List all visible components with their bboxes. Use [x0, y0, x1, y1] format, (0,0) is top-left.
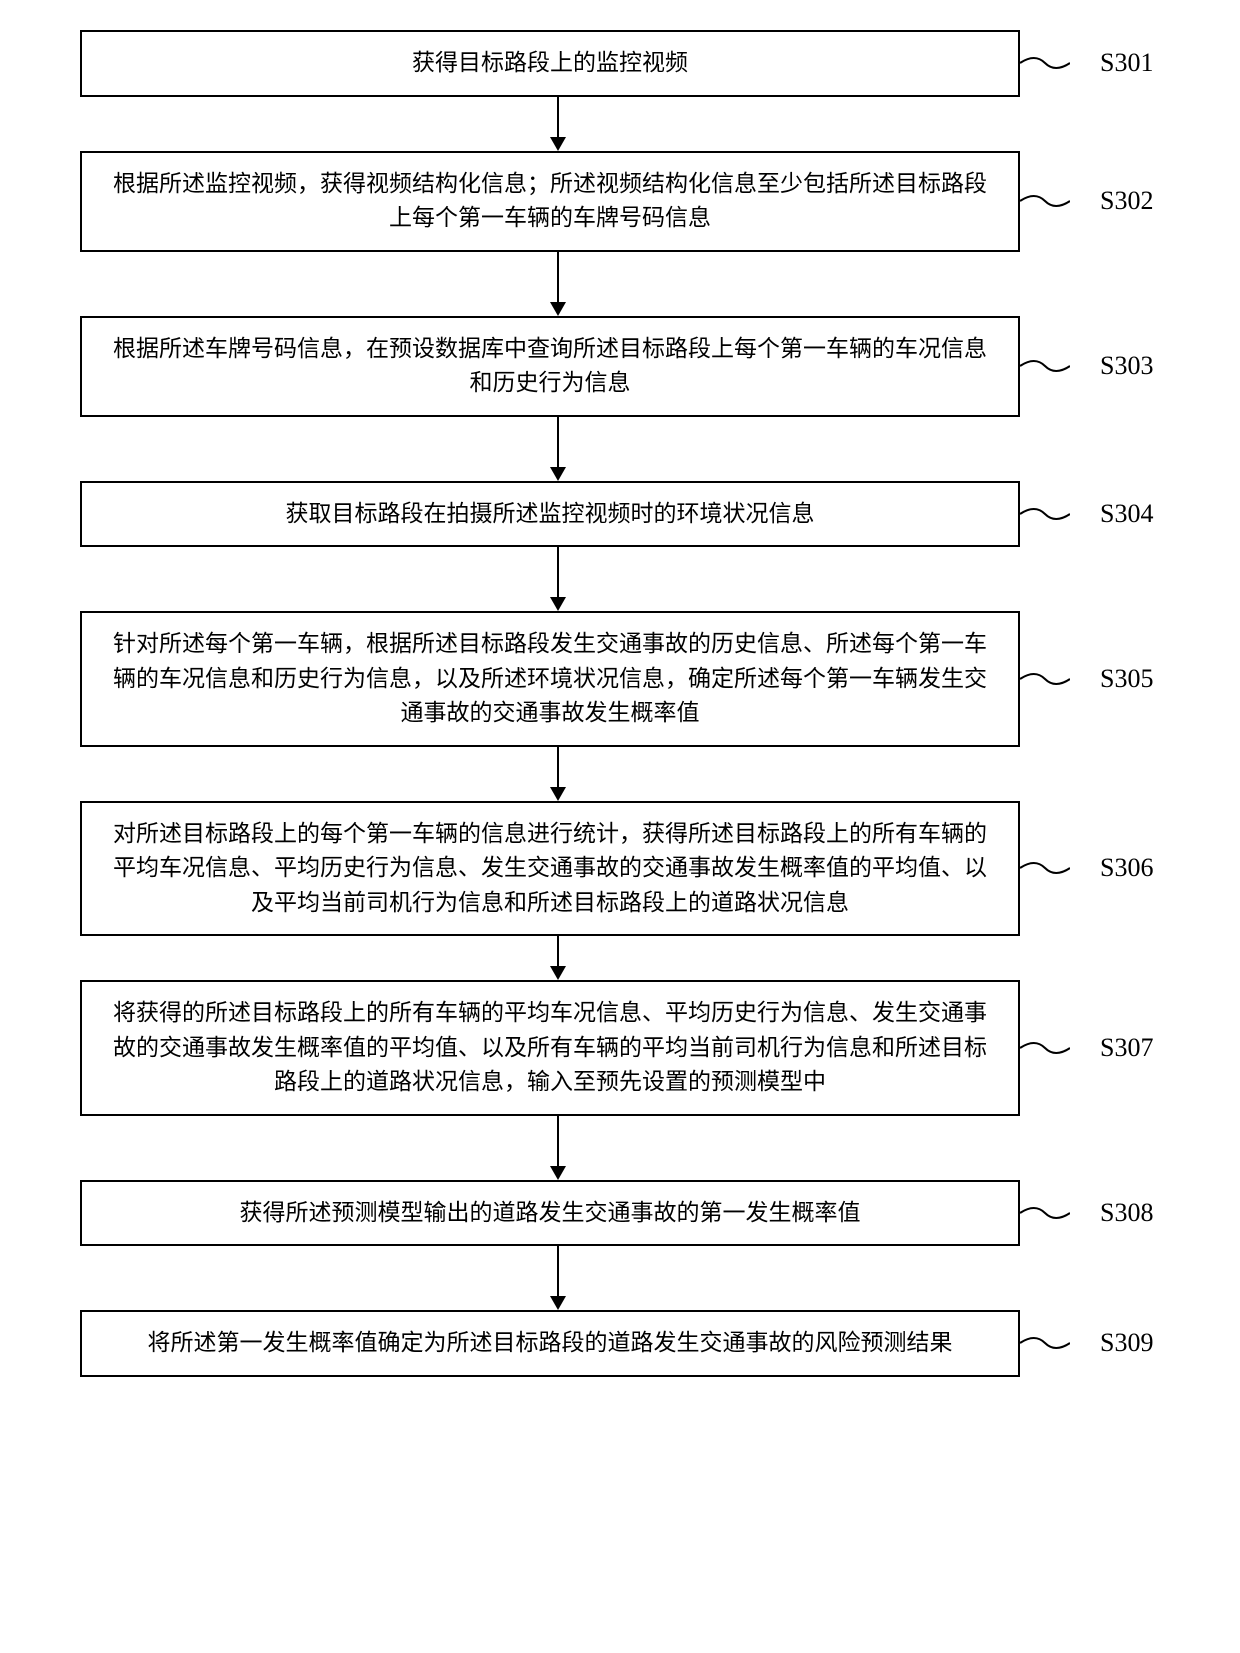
arrow-head-icon	[550, 597, 566, 611]
arrow-head-icon	[550, 302, 566, 316]
step-label: S305	[1100, 664, 1153, 694]
label-wrapper: S309	[1020, 1328, 1153, 1358]
curve-connector	[1020, 853, 1070, 883]
arrow-head-icon	[550, 966, 566, 980]
step-text: 对所述目标路段上的每个第一车辆的信息进行统计，获得所述目标路段上的所有车辆的平均…	[102, 817, 998, 921]
step-text: 获取目标路段在拍摄所述监控视频时的环境状况信息	[286, 497, 815, 532]
step-row-s304: 获取目标路段在拍摄所述监控视频时的环境状况信息 S304	[20, 481, 1220, 548]
curve-connector	[1020, 186, 1070, 216]
arrow-line	[557, 747, 559, 787]
label-wrapper: S303	[1020, 351, 1153, 381]
arrow-line	[557, 252, 559, 302]
arrow-head-icon	[550, 1296, 566, 1310]
step-text: 将所述第一发生概率值确定为所述目标路段的道路发生交通事故的风险预测结果	[148, 1326, 953, 1361]
step-row-s308: 获得所述预测模型输出的道路发生交通事故的第一发生概率值 S308	[20, 1180, 1220, 1247]
step-box: 获得所述预测模型输出的道路发生交通事故的第一发生概率值	[80, 1180, 1020, 1247]
arrow-head-icon	[550, 787, 566, 801]
step-box: 获取目标路段在拍摄所述监控视频时的环境状况信息	[80, 481, 1020, 548]
step-box: 获得目标路段上的监控视频	[80, 30, 1020, 97]
arrow-down-icon	[550, 747, 566, 801]
curve-connector	[1020, 1328, 1070, 1358]
arrow-head-icon	[550, 137, 566, 151]
step-label: S301	[1100, 48, 1153, 78]
arrow-down-icon	[550, 1246, 566, 1310]
step-box: 将所述第一发生概率值确定为所述目标路段的道路发生交通事故的风险预测结果	[80, 1310, 1020, 1377]
label-wrapper: S302	[1020, 186, 1153, 216]
step-text: 将获得的所述目标路段上的所有车辆的平均车况信息、平均历史行为信息、发生交通事故的…	[102, 996, 998, 1100]
arrow-line	[557, 417, 559, 467]
arrow-down-icon	[550, 97, 566, 151]
arrow-line	[557, 1116, 559, 1166]
step-row-s309: 将所述第一发生概率值确定为所述目标路段的道路发生交通事故的风险预测结果 S309	[20, 1310, 1220, 1377]
step-row-s302: 根据所述监控视频，获得视频结构化信息；所述视频结构化信息至少包括所述目标路段上每…	[20, 151, 1220, 252]
label-wrapper: S306	[1020, 853, 1153, 883]
step-label: S309	[1100, 1328, 1153, 1358]
label-wrapper: S305	[1020, 664, 1153, 694]
label-wrapper: S304	[1020, 499, 1153, 529]
step-label: S306	[1100, 853, 1153, 883]
step-text: 获得目标路段上的监控视频	[412, 46, 688, 81]
step-text: 根据所述车牌号码信息，在预设数据库中查询所述目标路段上每个第一车辆的车况信息和历…	[102, 332, 998, 401]
arrow-down-icon	[550, 936, 566, 980]
arrow-line	[557, 936, 559, 966]
label-wrapper: S307	[1020, 1033, 1153, 1063]
step-text: 根据所述监控视频，获得视频结构化信息；所述视频结构化信息至少包括所述目标路段上每…	[102, 167, 998, 236]
arrow-line	[557, 1246, 559, 1296]
flowchart-container: 获得目标路段上的监控视频 S301 根据所述监控视频，获得视频结构化信息；所述视…	[20, 30, 1220, 1377]
curve-connector	[1020, 1198, 1070, 1228]
step-row-s307: 将获得的所述目标路段上的所有车辆的平均车况信息、平均历史行为信息、发生交通事故的…	[20, 980, 1220, 1116]
step-row-s305: 针对所述每个第一车辆，根据所述目标路段发生交通事故的历史信息、所述每个第一车辆的…	[20, 611, 1220, 747]
step-box: 根据所述车牌号码信息，在预设数据库中查询所述目标路段上每个第一车辆的车况信息和历…	[80, 316, 1020, 417]
step-box: 针对所述每个第一车辆，根据所述目标路段发生交通事故的历史信息、所述每个第一车辆的…	[80, 611, 1020, 747]
step-text: 针对所述每个第一车辆，根据所述目标路段发生交通事故的历史信息、所述每个第一车辆的…	[102, 627, 998, 731]
arrow-down-icon	[550, 1116, 566, 1180]
arrow-line	[557, 547, 559, 597]
step-label: S307	[1100, 1033, 1153, 1063]
label-wrapper: S301	[1020, 48, 1153, 78]
arrow-head-icon	[550, 1166, 566, 1180]
step-label: S302	[1100, 186, 1153, 216]
arrow-down-icon	[550, 547, 566, 611]
curve-connector	[1020, 351, 1070, 381]
arrow-down-icon	[550, 417, 566, 481]
arrow-down-icon	[550, 252, 566, 316]
step-row-s301: 获得目标路段上的监控视频 S301	[20, 30, 1220, 97]
curve-connector	[1020, 499, 1070, 529]
step-text: 获得所述预测模型输出的道路发生交通事故的第一发生概率值	[240, 1196, 861, 1231]
step-label: S303	[1100, 351, 1153, 381]
step-box: 将获得的所述目标路段上的所有车辆的平均车况信息、平均历史行为信息、发生交通事故的…	[80, 980, 1020, 1116]
curve-connector	[1020, 48, 1070, 78]
step-label: S308	[1100, 1198, 1153, 1228]
arrow-head-icon	[550, 467, 566, 481]
step-label: S304	[1100, 499, 1153, 529]
curve-connector	[1020, 664, 1070, 694]
label-wrapper: S308	[1020, 1198, 1153, 1228]
step-box: 对所述目标路段上的每个第一车辆的信息进行统计，获得所述目标路段上的所有车辆的平均…	[80, 801, 1020, 937]
arrow-line	[557, 97, 559, 137]
step-row-s306: 对所述目标路段上的每个第一车辆的信息进行统计，获得所述目标路段上的所有车辆的平均…	[20, 801, 1220, 937]
step-box: 根据所述监控视频，获得视频结构化信息；所述视频结构化信息至少包括所述目标路段上每…	[80, 151, 1020, 252]
step-row-s303: 根据所述车牌号码信息，在预设数据库中查询所述目标路段上每个第一车辆的车况信息和历…	[20, 316, 1220, 417]
curve-connector	[1020, 1033, 1070, 1063]
